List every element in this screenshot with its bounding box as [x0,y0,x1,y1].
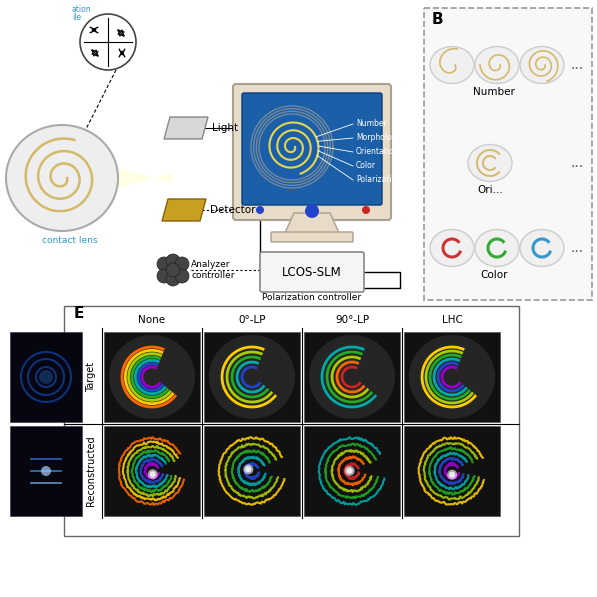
Ellipse shape [520,229,564,266]
Ellipse shape [309,335,395,419]
Circle shape [245,466,251,472]
Bar [104,332,200,422]
Text: Light: Light [212,123,238,133]
Bar [304,426,400,516]
Text: Number: Number [356,119,387,128]
Polygon shape [162,199,206,221]
Text: Reconstructed: Reconstructed [86,436,96,506]
Text: LHC: LHC [442,315,463,325]
FancyBboxPatch shape [271,232,353,242]
FancyBboxPatch shape [260,252,364,292]
Bar [204,426,300,516]
Text: ...: ... [571,156,583,170]
Ellipse shape [109,429,195,513]
Text: LCOS-SLM: LCOS-SLM [282,266,342,278]
Text: Ori...: Ori... [477,185,503,195]
Bar [104,426,200,516]
Circle shape [166,254,180,268]
Circle shape [80,14,136,70]
Bar [404,332,500,422]
Text: Polarization controller: Polarization controller [263,294,362,303]
Circle shape [305,204,319,218]
Polygon shape [110,166,173,190]
Text: Target: Target [86,362,96,392]
Text: Detector: Detector [210,205,256,215]
Bar [424,8,592,300]
Circle shape [344,466,355,476]
Text: ile: ile [72,13,81,22]
Circle shape [447,470,457,479]
Ellipse shape [468,144,512,181]
Ellipse shape [520,47,564,84]
Circle shape [157,257,171,271]
Ellipse shape [430,229,474,266]
Text: Color: Color [356,162,376,171]
Ellipse shape [209,335,295,419]
FancyBboxPatch shape [233,84,391,220]
Text: ation: ation [72,5,91,14]
Text: None: None [139,315,165,325]
Ellipse shape [409,335,495,419]
Text: ...: ... [571,241,583,255]
Circle shape [39,370,53,384]
Text: Polarization: Polarization [356,176,401,184]
Circle shape [175,269,189,283]
Bar [64,306,519,536]
Text: Orientation: Orientation [356,147,399,156]
FancyBboxPatch shape [242,93,382,205]
Text: B: B [432,12,444,27]
Circle shape [244,464,253,474]
Polygon shape [164,117,208,139]
Text: ...: ... [571,58,583,72]
Circle shape [362,206,370,214]
Bar [10,426,82,516]
Ellipse shape [430,47,474,84]
Text: Color: Color [480,270,508,280]
Bar [404,426,500,516]
Circle shape [41,466,51,476]
Text: Analyzer
controller: Analyzer controller [191,260,235,280]
Polygon shape [284,213,340,235]
Circle shape [449,472,455,478]
Ellipse shape [6,125,118,231]
Text: Morphology: Morphology [356,134,401,143]
Ellipse shape [309,429,395,513]
Ellipse shape [475,229,519,266]
Bar [10,332,82,422]
Circle shape [166,272,180,286]
Circle shape [157,269,171,283]
Text: 0°-LP: 0°-LP [238,315,266,325]
Circle shape [147,469,158,479]
Circle shape [166,263,180,277]
Circle shape [150,471,156,477]
Bar [204,332,300,422]
Ellipse shape [409,429,495,513]
Circle shape [347,468,353,474]
Text: contact lens: contact lens [42,236,97,245]
Circle shape [175,257,189,271]
Text: E: E [74,306,84,321]
Ellipse shape [209,429,295,513]
Bar [304,332,400,422]
Ellipse shape [109,335,195,419]
Text: 90°-LP: 90°-LP [335,315,369,325]
Text: Number: Number [473,87,515,97]
Ellipse shape [475,47,519,84]
Circle shape [256,206,264,214]
